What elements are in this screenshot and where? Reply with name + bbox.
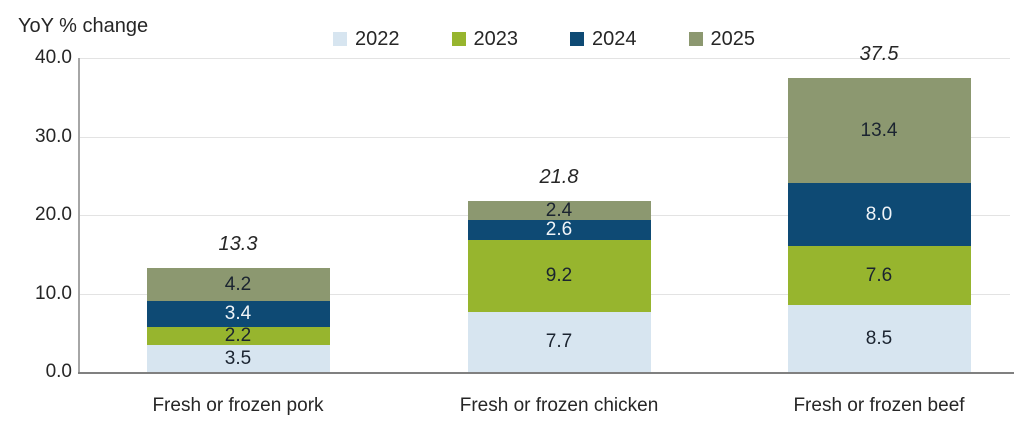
bar-total-label: 13.3 xyxy=(218,232,258,255)
legend-swatch-2023 xyxy=(451,32,466,46)
y-axis-tick-label: 10.0 xyxy=(35,282,72,304)
legend-item-2025: 2025 xyxy=(688,27,756,51)
x-axis-category-label: Fresh or frozen pork xyxy=(152,395,324,416)
bar-segment-value: 8.0 xyxy=(865,203,893,225)
bar-segment-2023: 7.6 xyxy=(787,245,971,306)
bar-segment-2022: 3.5 xyxy=(146,344,330,372)
bar-segment-2024: 3.4 xyxy=(146,300,330,328)
legend-item-label: 2023 xyxy=(473,27,519,50)
bar-fresh-or-frozen-chicken: 7.7 9.2 2.6 2.4 xyxy=(467,199,651,372)
y-axis-title: YoY % change xyxy=(18,15,149,37)
bar-segment-value: 2.4 xyxy=(545,199,573,221)
legend-item-label: 2022 xyxy=(355,27,400,50)
bar-segment-value: 4.2 xyxy=(224,273,252,295)
gridline-40 xyxy=(80,58,1010,59)
bar-fresh-or-frozen-pork: 3.5 2.2 3.4 4.2 xyxy=(146,267,330,372)
legend-item-label: 2025 xyxy=(710,27,756,50)
bar-segment-value: 8.5 xyxy=(865,328,893,350)
bar-segment-value: 7.7 xyxy=(545,331,573,353)
y-axis-tick-label: 40.0 xyxy=(35,47,72,68)
plot-area: 3.5 2.2 3.4 4.2 13.3 7.7 9.2 2.6 2.4 21.8 8.5 7.6 8.… xyxy=(78,43,1014,374)
bar-total-label: 37.5 xyxy=(859,42,899,65)
legend-item-label: 2024 xyxy=(592,27,637,50)
bar-segment-2025: 13.4 xyxy=(787,77,971,183)
bar-segment-2023: 2.2 xyxy=(146,325,330,347)
bar-segment-value: 13.4 xyxy=(860,119,898,141)
legend: 2022 2023 2024 2025 xyxy=(333,27,755,51)
bar-segment-value: 2.2 xyxy=(224,325,252,347)
bar-segment-value: 7.6 xyxy=(865,264,893,286)
legend-item-2022: 2022 xyxy=(333,28,400,51)
x-axis-category-label: Fresh or frozen beef xyxy=(793,395,965,416)
legend-item-2023: 2023 xyxy=(451,27,519,51)
bar-segment-2022: 7.7 xyxy=(467,311,651,372)
bar-segment-2025: 4.2 xyxy=(146,267,330,301)
bar-segment-2024: 2.6 xyxy=(467,219,651,241)
legend-swatch-2024 xyxy=(570,32,584,46)
bar-fresh-or-frozen-beef: 8.5 7.6 8.0 13.4 xyxy=(787,77,971,372)
y-axis-tick-label: 30.0 xyxy=(35,125,72,147)
bar-segment-2023: 9.2 xyxy=(467,240,651,312)
legend-swatch-2022 xyxy=(333,32,347,46)
bar-segment-value: 2.6 xyxy=(545,219,573,241)
x-axis-category-label: Fresh or frozen chicken xyxy=(459,395,659,416)
gridline-30 xyxy=(80,136,1010,138)
legend-swatch-2025 xyxy=(688,32,703,46)
bar-segment-value: 3.4 xyxy=(224,303,252,325)
bar-total-label: 21.8 xyxy=(539,165,579,188)
bar-segment-2025: 2.4 xyxy=(467,199,651,221)
y-axis-tick-label: 20.0 xyxy=(35,204,72,225)
bar-segment-value: 3.5 xyxy=(224,347,252,369)
y-axis-line xyxy=(78,58,80,372)
x-axis-line xyxy=(78,372,1014,374)
bar-segment-2024: 8.0 xyxy=(787,182,971,246)
y-axis-tick-label: 0.0 xyxy=(45,361,72,382)
bar-segment-2022: 8.5 xyxy=(787,305,971,372)
bar-segment-value: 9.2 xyxy=(545,265,573,287)
legend-item-2024: 2024 xyxy=(570,28,637,51)
